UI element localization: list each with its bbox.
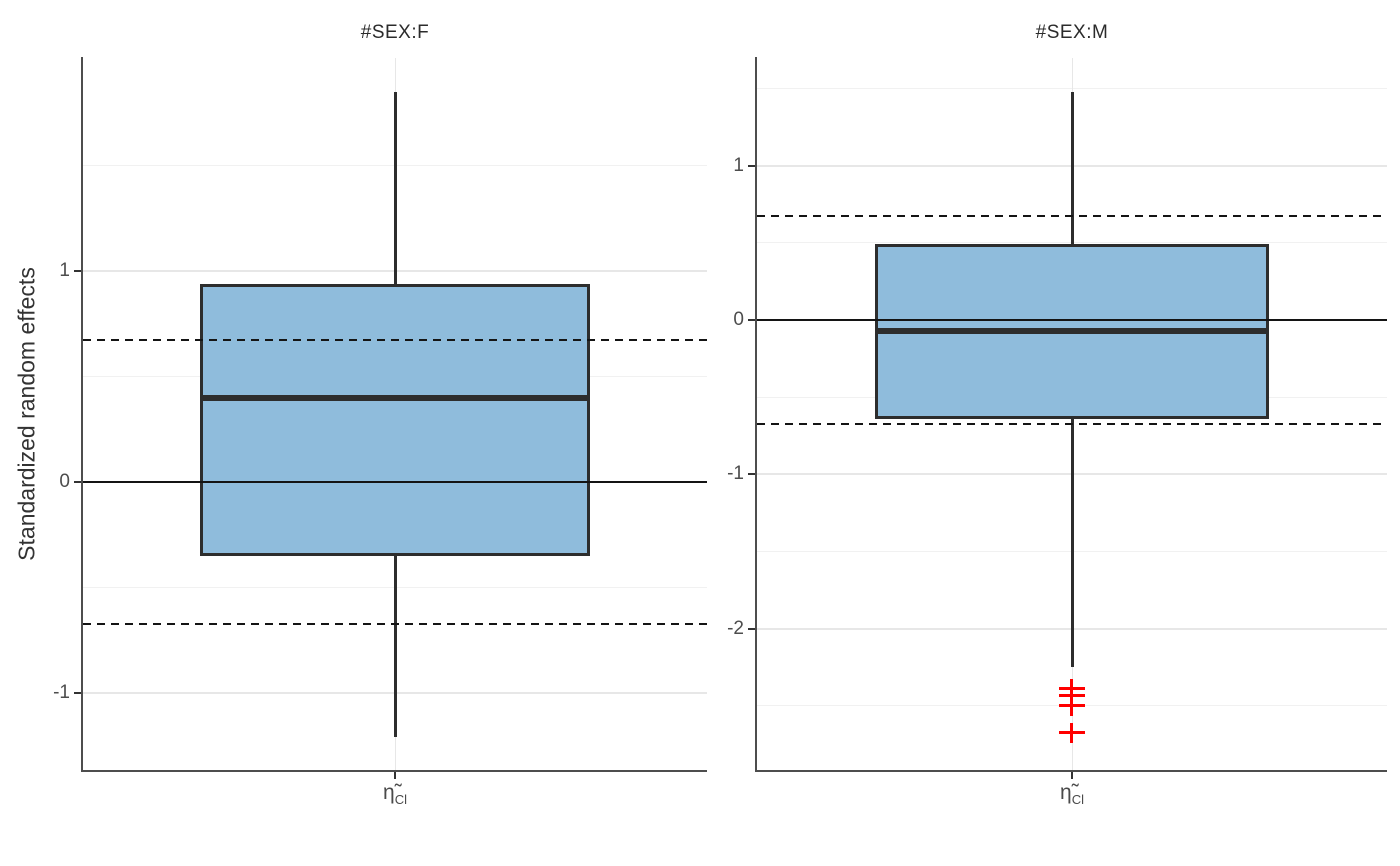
- x-axis-line: [81, 770, 707, 772]
- quantile-dashed-line: [83, 623, 707, 626]
- quantile-dashed-line: [83, 338, 707, 341]
- y-tick-label: 0: [733, 308, 744, 330]
- outlier-cross: [1059, 723, 1085, 744]
- y-tick-label: -1: [53, 681, 70, 703]
- eta-subscript: Cl: [1071, 792, 1084, 808]
- y-tick-mark: [748, 627, 755, 630]
- y-tick-mark: [74, 691, 81, 694]
- zero-reference-line: [83, 481, 707, 484]
- y-tick-mark: [748, 164, 755, 167]
- boxplot-box: [200, 283, 590, 556]
- panel-title-sex-m: #SEX:M: [1035, 22, 1109, 43]
- y-axis-line: [755, 57, 757, 770]
- median-line: [203, 394, 587, 401]
- x-tick-mark: [394, 772, 396, 779]
- x-axis-line: [755, 770, 1387, 772]
- y-tick-mark: [748, 473, 755, 476]
- y-tick-label: 0: [59, 471, 70, 493]
- y-tick-label: -2: [727, 617, 744, 639]
- lower-whisker: [393, 555, 397, 738]
- y-tick-mark: [74, 270, 81, 273]
- upper-whisker: [393, 91, 397, 284]
- x-axis-label-eta-cl: η̃Cl: [1060, 781, 1084, 808]
- y-tick-mark: [74, 481, 81, 484]
- quantile-dashed-line: [757, 422, 1387, 425]
- panel-title-sex-f: #SEX:F: [360, 22, 430, 43]
- quantile-dashed-line: [757, 214, 1387, 217]
- y-tick-label: 1: [59, 260, 70, 282]
- median-line: [878, 327, 1266, 334]
- y-tick-label: 1: [733, 154, 744, 176]
- eta-symbol: η̃: [383, 781, 395, 804]
- y-axis-line: [81, 57, 83, 770]
- plot-area-sex-f: #SEX:F η̃Cl 1 0 -1: [53, 22, 707, 806]
- y-tick-mark: [748, 318, 755, 321]
- zero-reference-line: [757, 318, 1387, 321]
- eta-symbol: η̃: [1060, 781, 1072, 804]
- x-tick-mark: [1071, 772, 1073, 779]
- lower-whisker: [1070, 418, 1074, 668]
- y-tick-label: -1: [727, 463, 744, 485]
- y-axis-title: Standardized random effects: [13, 267, 40, 561]
- plot-area-sex-m: #SEX:M η̃Cl 1 0 -1 -2: [727, 22, 1387, 806]
- eta-subscript: Cl: [394, 792, 407, 808]
- upper-whisker: [1070, 91, 1074, 245]
- x-axis-label-eta-cl: η̃Cl: [383, 781, 407, 808]
- outlier-cross: [1059, 695, 1085, 716]
